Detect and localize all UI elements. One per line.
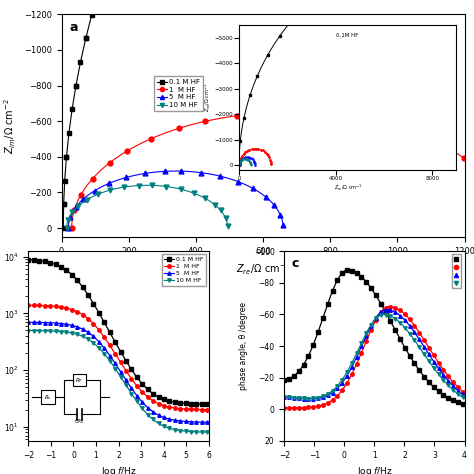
Text: a: a <box>70 21 78 34</box>
Y-axis label: $Z_{im}$/Ω cm$^{-2}$: $Z_{im}$/Ω cm$^{-2}$ <box>3 98 18 154</box>
X-axis label: log $f$/Hz: log $f$/Hz <box>100 465 137 474</box>
Legend: , , , : , , , <box>452 255 461 288</box>
Y-axis label: phase angle, θ /degree: phase angle, θ /degree <box>239 302 248 390</box>
Legend: 0.1 M HF, 1  M HF, 5  M HF, 10 M HF: 0.1 M HF, 1 M HF, 5 M HF, 10 M HF <box>162 255 206 285</box>
Text: c: c <box>292 257 299 270</box>
X-axis label: log $f$/Hz: log $f$/Hz <box>356 465 392 474</box>
Legend: 0.1 M HF, 1  M HF, 5  M HF, 10 M HF: 0.1 M HF, 1 M HF, 5 M HF, 10 M HF <box>154 76 203 111</box>
X-axis label: $Z_{re}$/Ω cm$^{-2}$: $Z_{re}$/Ω cm$^{-2}$ <box>236 261 290 277</box>
